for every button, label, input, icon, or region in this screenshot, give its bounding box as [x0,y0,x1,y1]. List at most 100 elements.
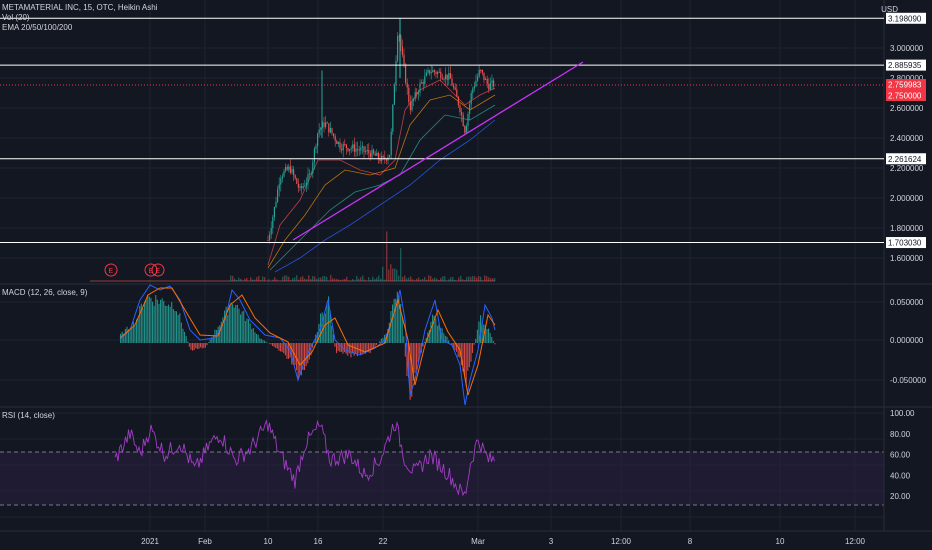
candle-body [437,72,439,75]
volume-bar [422,278,424,281]
volume-bar [274,277,276,281]
level-label: 2.885935 [888,61,922,70]
macd-bar [324,313,326,343]
macd-bar [488,328,490,343]
volume-bar [316,278,318,281]
macd-bar [187,341,189,343]
macd-bar [478,321,480,343]
price-tick-label: 2.000000 [890,194,924,203]
candle-body [304,185,306,187]
legend-title[interactable]: METAMATERIAL INC, 15, OTC, Heikin Ashi [2,3,158,12]
volume-bar [320,277,322,281]
volume-bar [488,277,490,281]
earnings-marker-label: E [109,268,114,275]
macd-bar [363,343,365,354]
macd-bar [465,343,467,386]
macd-bar [291,343,293,365]
macd-bar [225,306,227,343]
macd-bar [480,315,482,343]
volume-bar [346,276,348,281]
candle-body [342,143,344,151]
macd-bar [233,307,235,343]
candle-body [422,82,424,84]
time-tick-label: 22 [379,537,388,546]
legend-vol[interactable]: Vol (20) [2,13,30,22]
macd-bar [392,304,394,343]
earnings-marker[interactable] [104,263,118,277]
price-axis[interactable]: 3.000000 2.800000 2.600000 2.400000 2.200000… [890,44,924,263]
candle-body [470,93,472,105]
earnings-marker[interactable] [144,263,158,277]
candle-body [361,146,363,148]
volume-bar [484,275,486,281]
volume-bar [476,277,478,281]
candle-body [305,182,307,186]
macd-axis[interactable]: 0.050000 0.000000 -0.050000 [890,298,927,385]
macd-bar [254,332,256,343]
macd-bar [232,304,234,343]
candle-body [281,176,283,179]
volume-bars [90,231,496,282]
macd-bar [126,326,128,343]
candle-body [397,36,399,61]
macd-bar [268,343,270,344]
macd-bar [219,325,221,343]
candle-body [350,148,352,150]
volume-bar [472,275,474,281]
volume-bar [474,276,476,281]
macd-bar [440,328,442,343]
candle-body [441,78,443,80]
candle-body [320,127,322,130]
candle-body [333,133,335,137]
volume-bar [382,266,384,281]
volume-bar [364,279,366,281]
candle-body [398,35,400,37]
candle-body [313,148,315,163]
macd-bar [153,305,155,343]
macd-bar [240,314,242,343]
volume-bar [340,280,342,281]
macd-bar [272,343,274,346]
rsi-legend[interactable]: RSI (14, close) [2,411,55,420]
horizontal-levels[interactable] [0,17,884,244]
macd-bar [124,328,126,343]
volume-bar [336,278,338,281]
time-axis[interactable]: 2021 Feb 10 16 22 Mar 3 12:00 8 10 12:00 [141,537,865,546]
trendline[interactable] [292,61,584,241]
macd-bar [252,327,254,343]
macd-tick-label: 0.050000 [890,298,924,307]
candle-body [285,166,287,171]
volume-bar [490,278,492,281]
candle-body [325,122,327,128]
volume-bar [408,277,410,281]
candle-body [309,173,311,175]
candle-body [451,78,453,86]
macd-bar [145,299,147,343]
candle-body [446,74,448,80]
rsi-axis[interactable]: 100.00 80.00 60.00 40.00 20.00 [890,409,915,501]
macd-bar [176,311,178,343]
candle-body [331,128,333,134]
earnings-marker[interactable] [151,263,165,277]
legend-ema[interactable]: EMA 20/50/100/200 [2,23,73,32]
chart-grid [0,0,884,531]
candle-body [357,148,359,150]
macd-bar [457,343,459,358]
candle-body [267,240,269,241]
macd-legend[interactable]: MACD (12, 26, close, 9) [2,288,88,297]
candle-body [366,149,368,152]
candle-body [294,175,296,179]
macd-bar [188,343,190,347]
macd-bar [216,329,218,343]
macd-bar [148,296,150,343]
volume-bar [258,275,260,281]
volume-bar [450,277,452,281]
candle-body [312,162,314,174]
candle-body [456,89,458,97]
candle-body [459,105,461,112]
macd-bar [192,343,194,351]
volume-bar [238,277,240,281]
volume-bar [426,279,428,281]
